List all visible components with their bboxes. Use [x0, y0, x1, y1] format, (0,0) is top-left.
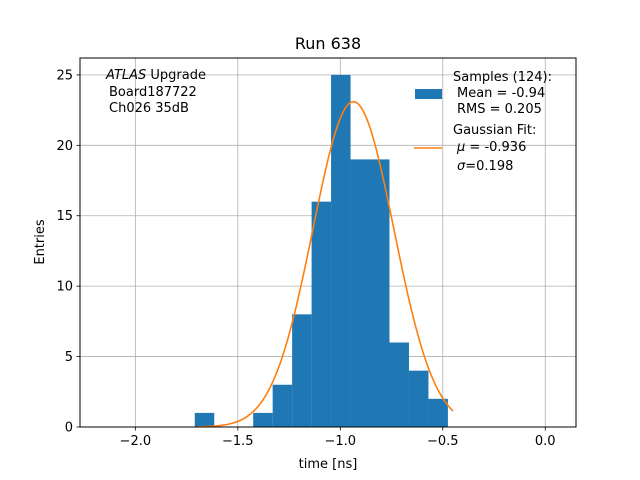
y-axis-label: Entries [33, 219, 48, 265]
x-tick-label: −1.5 [222, 434, 254, 449]
legend: Samples (124): Mean = -0.94 RMS = 0.205 … [414, 70, 552, 174]
annotation-board: Board187722 [109, 85, 197, 100]
histogram-bar [389, 342, 409, 427]
annotation-upgrade: Upgrade [146, 68, 206, 83]
x-tick-label: −0.5 [427, 434, 459, 449]
histogram-bar [370, 159, 390, 427]
histogram-bar [331, 74, 351, 428]
y-axis-ticks: 0 5 10 15 20 25 [56, 68, 80, 436]
annotation-box: ATLAS Upgrade Board187722 Ch026 35dB [105, 68, 206, 116]
histogram-bar [428, 398, 448, 427]
legend-fit-title: Gaussian Fit: [453, 123, 536, 138]
chart-title: Run 638 [295, 34, 361, 53]
x-axis-label: time [ns] [299, 457, 358, 472]
histogram-bar [292, 314, 312, 427]
x-tick-label: −1.0 [325, 434, 357, 449]
x-tick-label: −2.0 [120, 434, 152, 449]
gaussian-fit-curve [196, 100, 454, 428]
x-axis-ticks: −2.0 −1.5 −1.0 −0.5 0.0 [120, 427, 556, 449]
legend-samples-swatch [415, 89, 442, 99]
annotation-line-1: ATLAS Upgrade [105, 68, 206, 83]
annotation-atlas: ATLAS [105, 68, 146, 83]
plot-frame [79, 57, 577, 428]
y-tick-label: 0 [65, 421, 73, 436]
histogram-bar [350, 159, 371, 427]
annotation-channel: Ch026 35dB [109, 101, 189, 116]
y-tick-label: 5 [65, 350, 73, 365]
y-tick-label: 25 [56, 68, 73, 83]
legend-samples-mean: Mean = -0.94 [457, 86, 545, 101]
legend-samples-rms: RMS = 0.205 [457, 102, 542, 117]
histogram-bar [311, 201, 332, 427]
legend-sigma-value: =0.198 [465, 159, 513, 174]
y-tick-label: 10 [56, 280, 73, 295]
histogram-bar [194, 412, 215, 427]
histogram-bar [408, 370, 429, 427]
y-tick-label: 15 [56, 209, 73, 224]
histogram-bar [272, 384, 293, 427]
legend-samples-title: Samples (124): [453, 70, 552, 85]
x-tick-label: 0.0 [535, 434, 556, 449]
histogram-bar [253, 412, 273, 427]
legend-mu-value: = -0.936 [465, 140, 526, 155]
legend-mu-symbol: μ [456, 140, 465, 155]
histogram-bars [194, 74, 448, 428]
legend-sigma-symbol: σ [457, 159, 466, 174]
legend-fit-mu: μ = -0.936 [456, 140, 526, 155]
y-tick-label: 20 [56, 139, 73, 154]
legend-fit-sigma: σ=0.198 [457, 159, 513, 174]
